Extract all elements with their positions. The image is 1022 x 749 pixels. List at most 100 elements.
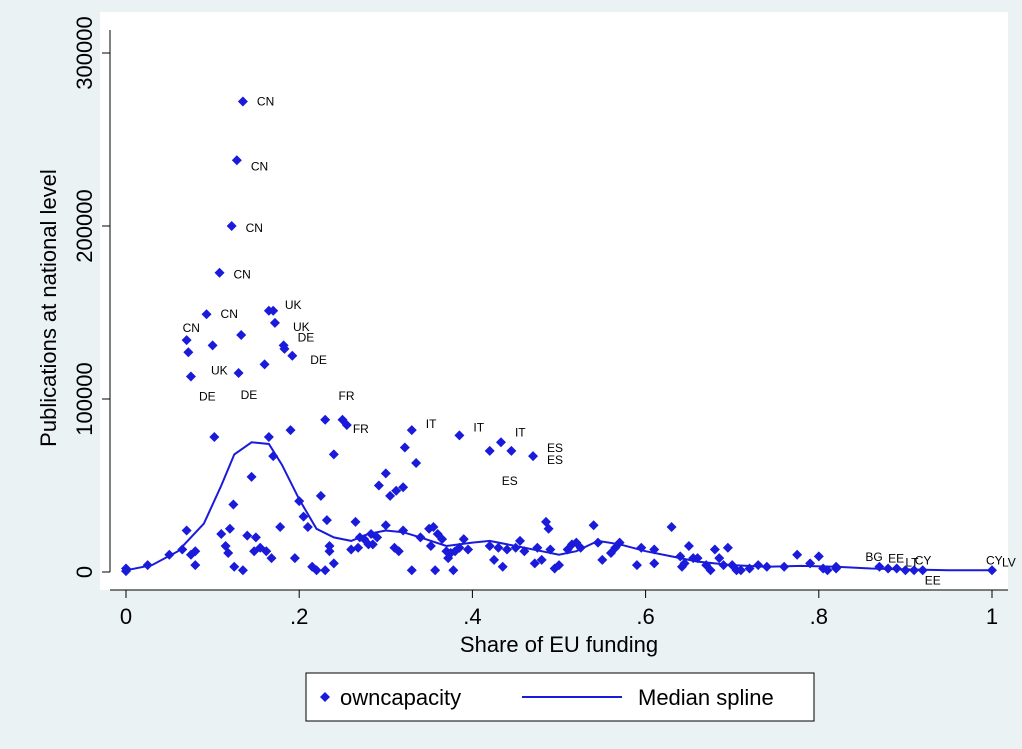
data-point xyxy=(261,546,272,557)
data-point xyxy=(406,425,417,436)
data-point xyxy=(519,546,530,557)
data-point xyxy=(463,544,474,555)
data-point xyxy=(406,565,417,576)
data-point xyxy=(649,558,660,569)
data-point xyxy=(350,516,361,527)
data-point xyxy=(805,558,816,569)
point-label: UK xyxy=(293,320,310,334)
x-tick-label: .2 xyxy=(290,604,308,629)
point-label: CY xyxy=(915,553,932,567)
data-point xyxy=(311,565,322,576)
data-point xyxy=(502,544,513,555)
data-point xyxy=(380,468,391,479)
plot-area xyxy=(100,12,1008,590)
legend: owncapacity Median spline xyxy=(305,672,815,722)
data-point xyxy=(302,522,313,533)
data-point xyxy=(528,451,539,462)
point-label: CN xyxy=(251,159,268,173)
data-point xyxy=(209,432,220,443)
point-label: FR xyxy=(353,422,369,436)
data-point xyxy=(545,544,556,555)
data-point xyxy=(813,551,824,562)
y-tick-label: 0 xyxy=(72,566,97,578)
data-point xyxy=(164,549,175,560)
data-point xyxy=(506,445,517,456)
data-point xyxy=(714,553,725,564)
data-point xyxy=(275,522,286,533)
x-tick-label: 0 xyxy=(120,604,132,629)
data-point xyxy=(489,554,500,565)
data-point xyxy=(430,565,441,576)
data-point xyxy=(190,546,201,557)
y-axis-title: Publications at national level xyxy=(36,169,61,447)
data-point xyxy=(831,563,842,574)
data-point xyxy=(285,425,296,436)
data-point xyxy=(900,565,911,576)
data-point xyxy=(341,419,352,430)
data-point xyxy=(614,537,625,548)
data-point xyxy=(529,558,540,569)
data-point xyxy=(575,542,586,553)
data-point xyxy=(484,445,495,456)
data-point xyxy=(649,544,660,555)
data-point xyxy=(324,541,335,552)
data-point xyxy=(269,317,280,328)
data-point xyxy=(237,565,248,576)
data-point xyxy=(679,558,690,569)
data-point xyxy=(320,414,331,425)
point-label: CY xyxy=(986,553,1003,567)
data-point xyxy=(497,561,508,572)
data-point xyxy=(287,350,298,361)
data-point xyxy=(448,565,459,576)
data-point xyxy=(391,485,402,496)
point-label: DE xyxy=(310,353,327,367)
data-point xyxy=(792,549,803,560)
legend-marker-owncapacity xyxy=(320,692,330,702)
data-point xyxy=(268,451,279,462)
data-point xyxy=(454,430,465,441)
data-point xyxy=(495,437,506,448)
data-point xyxy=(320,565,331,576)
data-point xyxy=(554,560,564,571)
data-point xyxy=(321,515,332,526)
data-point xyxy=(268,305,279,316)
data-point xyxy=(917,565,928,576)
data-point xyxy=(367,539,378,550)
data-point xyxy=(380,520,391,531)
data-point xyxy=(705,565,716,576)
data-point xyxy=(259,359,270,370)
point-label: CN xyxy=(234,268,251,282)
data-point xyxy=(588,520,599,531)
data-point xyxy=(372,532,383,543)
data-point xyxy=(236,329,247,340)
data-point xyxy=(398,525,409,536)
point-label: ES xyxy=(547,441,563,455)
data-point xyxy=(631,560,642,571)
data-point xyxy=(242,530,253,541)
point-label: IT xyxy=(515,425,526,439)
point-label: LT xyxy=(905,555,919,569)
data-point xyxy=(226,221,237,231)
data-point xyxy=(510,542,521,553)
data-point xyxy=(263,432,274,443)
data-point xyxy=(411,458,422,469)
data-point xyxy=(177,544,188,555)
data-point xyxy=(543,523,554,534)
data-point xyxy=(874,561,885,572)
point-label: BG xyxy=(865,550,882,564)
data-point xyxy=(744,563,755,574)
data-point xyxy=(891,563,902,574)
point-label: FR xyxy=(339,389,355,403)
point-label: UK xyxy=(211,364,228,378)
x-tick-label: .8 xyxy=(810,604,828,629)
data-point xyxy=(223,547,234,558)
y-tick-label: 200000 xyxy=(72,189,97,262)
legend-box xyxy=(305,672,815,722)
point-label: CN xyxy=(257,94,274,108)
data-point xyxy=(183,347,194,358)
data-point xyxy=(228,499,239,510)
data-point xyxy=(294,496,305,507)
data-point xyxy=(328,558,339,569)
data-point xyxy=(718,560,729,571)
